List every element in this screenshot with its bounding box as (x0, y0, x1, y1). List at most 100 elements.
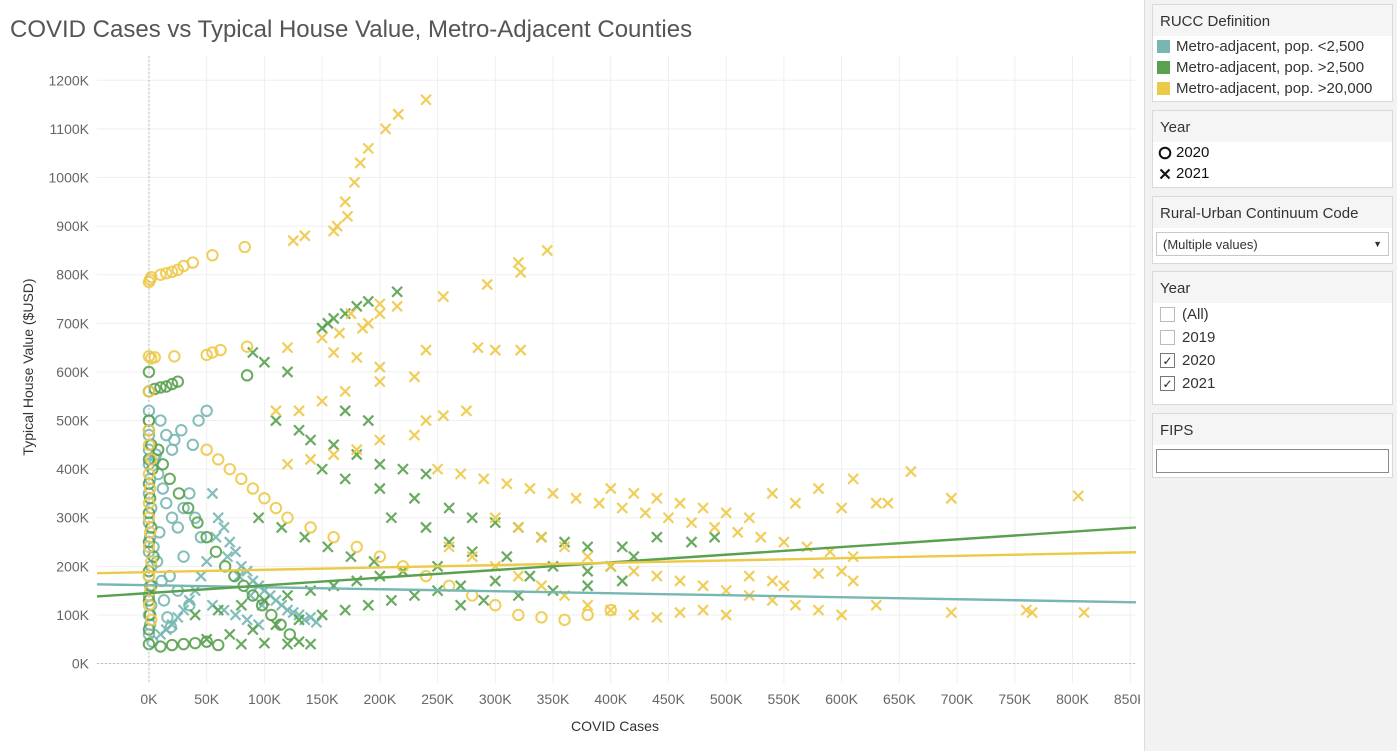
checkbox-checked[interactable]: ✓ (1160, 376, 1175, 391)
point-2021 (374, 570, 386, 582)
point-2021 (154, 628, 167, 641)
point-2020 (143, 482, 157, 495)
point-2021 (639, 507, 652, 519)
point-2020 (154, 640, 167, 653)
point-2021 (535, 531, 548, 543)
rucc-legend-card: RUCC Definition Metro-adjacent, pop. <2,… (1152, 4, 1393, 102)
point-2021 (847, 550, 859, 563)
y-tick-label: 600K (56, 364, 89, 380)
legend-label: Metro-adjacent, pop. <2,500 (1176, 38, 1365, 55)
point-2021 (628, 565, 640, 577)
point-2021 (847, 575, 859, 587)
chevron-down-icon: ▼ (1373, 239, 1382, 249)
point-2021 (616, 575, 629, 587)
checkbox-checked[interactable]: ✓ (1160, 353, 1175, 368)
point-2021 (379, 123, 392, 135)
fips-filter-title: FIPS (1153, 414, 1392, 445)
point-2021 (466, 511, 478, 524)
point-2021 (651, 570, 663, 582)
legend-label: Metro-adjacent, pop. >20,000 (1176, 80, 1373, 97)
point-2020 (186, 256, 200, 269)
year-filter-title: Year (1153, 272, 1392, 303)
point-2020 (512, 608, 525, 622)
point-2021 (200, 633, 213, 646)
axis-layer: 0K 50K 100K 150K 200K 250K 300K 350K 400K 450K 500… (49, 56, 1140, 707)
point-2021 (212, 604, 224, 616)
point-2020 (182, 501, 195, 515)
point-2021 (420, 468, 432, 480)
point-2020 (214, 343, 227, 357)
point-2021 (628, 609, 640, 621)
point-2020 (154, 414, 167, 427)
point-2021 (489, 516, 502, 529)
point-2021 (374, 482, 386, 495)
point-2021 (247, 346, 259, 359)
fips-filter-card: FIPS (1152, 413, 1393, 478)
point-2021 (327, 346, 340, 359)
point-2021 (945, 606, 958, 619)
fips-filter-input[interactable] (1156, 449, 1389, 473)
point-2020 (206, 346, 219, 359)
point-2021 (304, 638, 317, 650)
chart-title: COVID Cases vs Typical House Value, Metr… (10, 16, 693, 43)
point-2020 (188, 636, 202, 650)
point-2021 (354, 157, 366, 169)
point-2021 (581, 599, 594, 612)
shape-legend-item-2021[interactable]: 2021 (1153, 163, 1392, 184)
point-2020 (160, 267, 173, 280)
point-2021 (466, 545, 478, 558)
point-2021 (270, 414, 282, 427)
point-2021 (362, 317, 375, 330)
year-filter-option-all[interactable]: (All) (1153, 303, 1392, 326)
point-2021 (905, 465, 917, 478)
point-2021 (466, 550, 478, 563)
point-2021 (420, 344, 432, 356)
point-2021 (345, 550, 357, 563)
checkbox-label: 2020 (1182, 352, 1216, 369)
point-2020 (168, 433, 181, 447)
point-2020 (177, 637, 190, 651)
point-2021 (812, 482, 825, 495)
point-2020 (246, 589, 260, 602)
point-2021 (362, 599, 375, 612)
year-filter-option-2020[interactable]: ✓ 2020 (1153, 349, 1392, 372)
year-filter-option-2019[interactable]: 2019 (1153, 326, 1392, 349)
point-2020 (165, 511, 179, 524)
point-2021 (501, 477, 513, 490)
rucc-filter-dropdown[interactable]: (Multiple values) ▼ (1156, 232, 1389, 256)
point-2021 (189, 609, 201, 621)
point-2021 (252, 511, 265, 524)
point-2021 (443, 536, 455, 548)
point-2020 (240, 340, 254, 353)
point-2021 (674, 575, 686, 587)
legend-item-pop-lt-2500[interactable]: Metro-adjacent, pop. <2,500 (1153, 36, 1392, 57)
point-2021 (581, 541, 594, 553)
y-tick-label: 300K (56, 510, 89, 526)
point-2020 (163, 472, 176, 486)
point-2021 (835, 609, 848, 621)
point-2020 (164, 620, 178, 634)
checkbox[interactable] (1160, 330, 1175, 345)
point-2021 (489, 344, 502, 356)
point-2021 (339, 196, 351, 208)
x-axis-label: COVID Cases (571, 718, 659, 734)
point-2021 (350, 575, 363, 587)
point-2021 (293, 635, 305, 648)
point-2021 (524, 482, 536, 495)
point-2021 (870, 497, 883, 509)
circle-icon (1158, 146, 1172, 159)
checkbox[interactable] (1160, 307, 1175, 322)
point-2021 (420, 414, 432, 427)
legend-item-pop-gt-2500[interactable]: Metro-adjacent, pop. >2,500 (1153, 57, 1392, 78)
point-2020 (157, 594, 171, 607)
year-filter-option-2021[interactable]: ✓ 2021 (1153, 372, 1392, 395)
point-2020 (165, 443, 179, 456)
point-2021 (743, 570, 756, 582)
y-axis-label: Typical House Value ($USD) (20, 278, 36, 455)
point-2021 (835, 565, 848, 577)
point-2021 (229, 609, 242, 621)
shape-legend-item-2020[interactable]: 2020 (1153, 142, 1392, 163)
legend-item-pop-gt-20000[interactable]: Metro-adjacent, pop. >20,000 (1153, 78, 1392, 99)
point-2020 (604, 603, 617, 617)
point-2020 (255, 599, 269, 612)
